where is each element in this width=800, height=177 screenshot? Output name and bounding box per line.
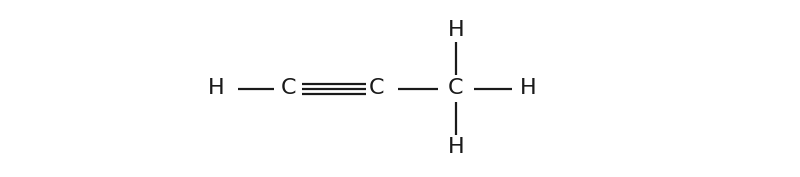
Text: C: C [280,79,296,98]
Text: H: H [208,79,224,98]
Text: C: C [448,79,464,98]
Text: H: H [520,79,536,98]
Text: H: H [448,137,464,157]
Text: H: H [448,20,464,40]
Text: C: C [368,79,384,98]
